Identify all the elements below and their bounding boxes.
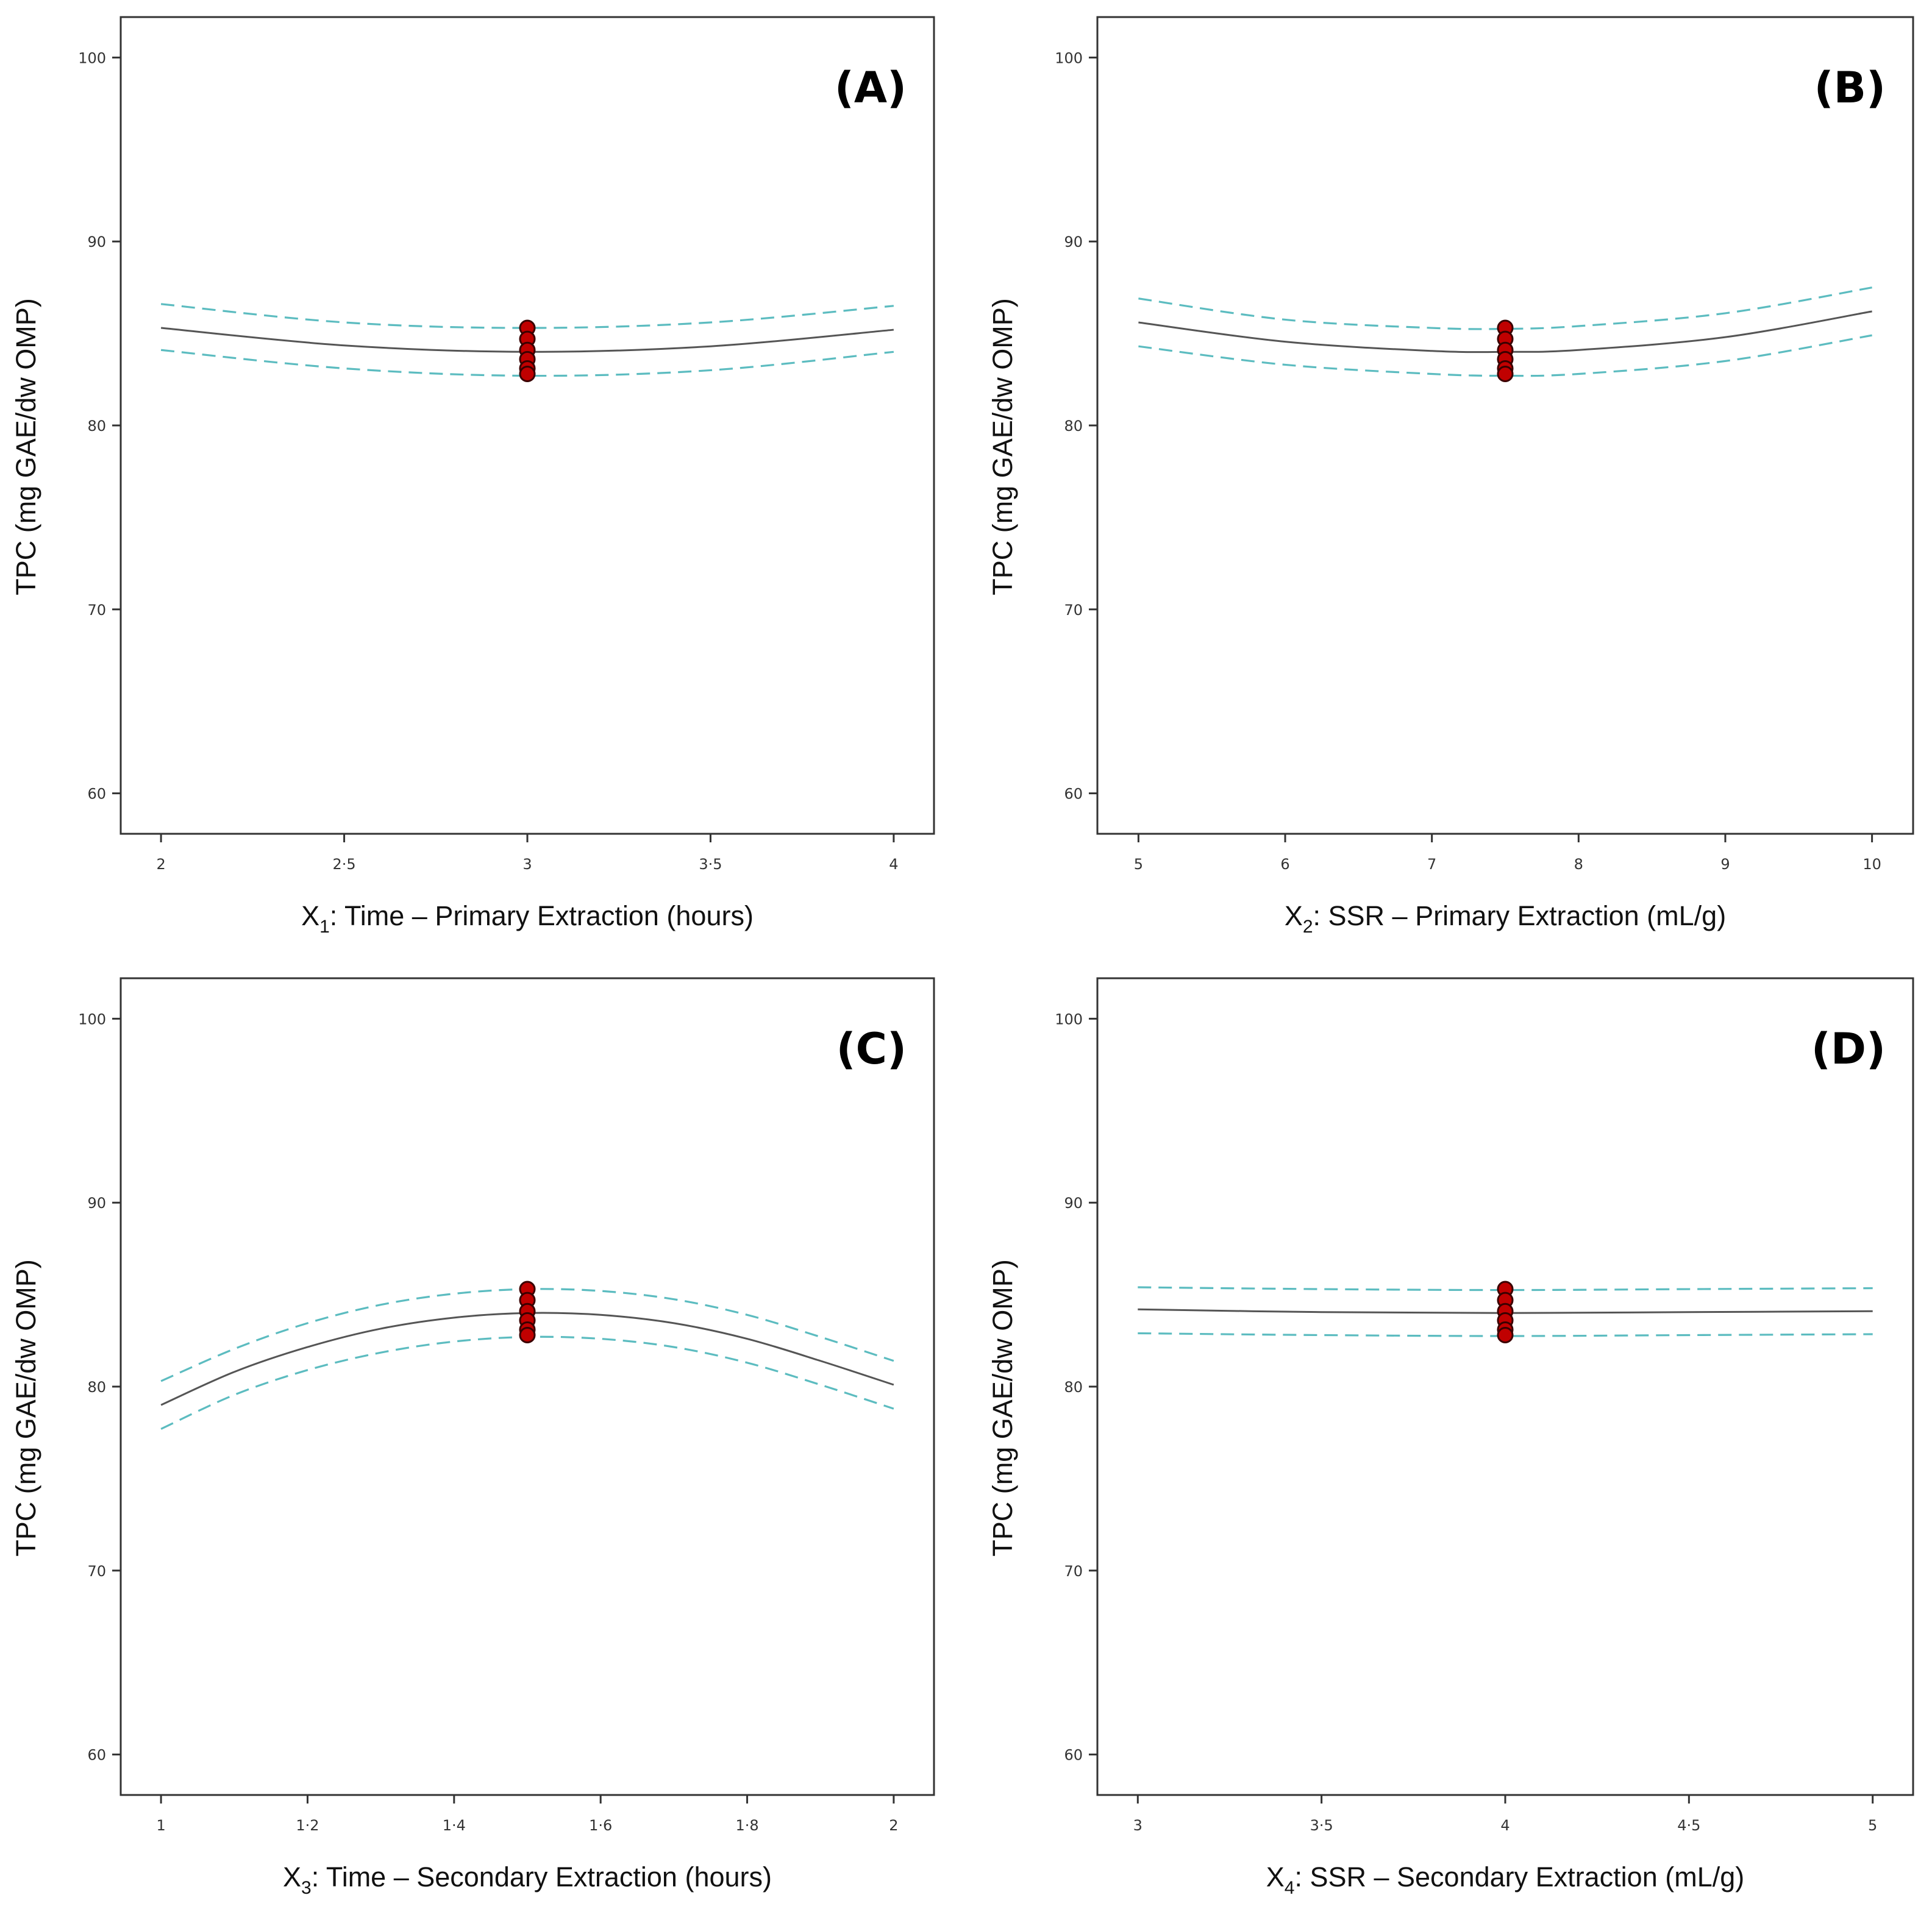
y-tick-label: 80 [87,1379,106,1396]
x-tick-label: 1·6 [589,1817,612,1834]
x-tick-label: 1·8 [735,1817,758,1834]
x-axis-title: X4: SSR – Secondary Extraction (mL/g) [1266,1861,1745,1898]
y-tick-label: 80 [87,418,106,435]
y-tick-label: 60 [1064,1747,1083,1764]
x-axis-title-subscript: 4 [1285,1878,1295,1898]
panel-label: (D) [1811,1024,1886,1074]
x-axis-title-var: X [301,900,319,931]
x-tick-label: 5 [1134,856,1143,873]
y-tick-label: 70 [1064,602,1083,619]
x-axis-title: X3: Time – Secondary Extraction (hours) [283,1861,772,1898]
x-axis-title-text: : Time – Primary Extraction (hours) [330,900,754,931]
x-tick-label: 3 [1133,1817,1142,1834]
x-tick-label: 2·5 [332,856,355,873]
x-axis-title-subscript: 1 [319,917,330,937]
center-point [1497,1326,1514,1343]
x-tick-label: 3·5 [1310,1817,1333,1834]
y-tick-label: 90 [1064,1195,1083,1212]
x-tick-label: 9 [1720,856,1730,873]
x-tick-label: 1·2 [296,1817,319,1834]
x-axis-title-subscript: 2 [1303,917,1313,937]
x-tick-label: 7 [1427,856,1436,873]
x-tick-label: 8 [1574,856,1583,873]
y-tick-label: 70 [87,1563,106,1580]
x-tick-label: 10 [1862,856,1881,873]
x-axis-title-var: X [1285,900,1303,931]
x-tick-label: 4 [1500,1817,1510,1834]
y-axis-title: TPC (mg GAE/dw OMP) [987,298,1018,595]
x-axis-title: X2: SSR – Primary Extraction (mL/g) [1285,900,1726,937]
x-tick-label: 6 [1280,856,1289,873]
plot-frame [1096,16,1914,835]
x-axis-title-var: X [283,1861,301,1892]
x-axis-title-text: : Time – Secondary Extraction (hours) [312,1861,772,1892]
y-tick-label: 100 [78,1011,106,1028]
y-tick-label: 80 [1064,418,1083,435]
y-axis-title: TPC (mg GAE/dw OMP) [10,298,41,595]
y-tick-label: 100 [78,49,106,66]
y-tick-label: 60 [87,786,106,803]
x-tick-label: 4·5 [1677,1817,1700,1834]
center-point [519,1326,536,1343]
x-tick-label: 5 [1868,1817,1877,1834]
chart-panel-1: 60 70 80 90 100 5 6 7 8 9 10 X2: SSR – Primary Extr… [987,16,1914,937]
x-tick-label: 3 [522,856,532,873]
center-point [1497,365,1514,382]
panel-label: (B) [1814,63,1886,113]
x-tick-label: 1 [156,1817,165,1834]
plot-frame [119,977,935,1796]
y-tick-label: 60 [1064,786,1083,803]
x-axis-title-text: : SSR – Secondary Extraction (mL/g) [1294,1861,1744,1892]
x-axis-title: X1: Time – Primary Extraction (hours) [301,900,754,937]
y-tick-label: 60 [87,1747,106,1764]
plot-frame [119,16,935,835]
y-axis-title: TPC (mg GAE/dw OMP) [987,1259,1018,1557]
y-tick-label: 70 [1064,1563,1083,1580]
y-axis-title: TPC (mg GAE/dw OMP) [10,1259,41,1557]
y-tick-label: 90 [87,233,106,251]
y-tick-label: 70 [87,602,106,619]
x-tick-label: 2 [889,1817,898,1834]
x-tick-label: 1·4 [443,1817,466,1834]
y-tick-label: 80 [1064,1379,1083,1396]
y-tick-label: 100 [1055,1011,1083,1028]
x-tick-label: 3·5 [699,856,722,873]
y-tick-label: 100 [1055,49,1083,66]
panel-label: (A) [835,63,907,113]
x-tick-label: 4 [889,856,898,873]
x-axis-title-text: : SSR – Primary Extraction (mL/g) [1313,900,1727,931]
x-axis-title-subscript: 3 [301,1878,312,1898]
panel-label: (C) [836,1024,907,1074]
y-tick-label: 90 [1064,233,1083,251]
x-tick-label: 2 [156,856,165,873]
plot-frame [1096,977,1914,1796]
y-tick-label: 90 [87,1195,106,1212]
x-axis-title-var: X [1266,1861,1285,1892]
chart-panel-2: 60 70 80 90 100 1 1·2 1·4 1·6 1·8 2 X3: Time – Seco… [10,977,935,1898]
center-point [519,365,536,382]
chart-panel-0: 60 70 80 90 100 2 2·5 3 3·5 4 X1: Time – Primary E… [10,16,935,937]
lower-ci-line [160,1335,894,1430]
